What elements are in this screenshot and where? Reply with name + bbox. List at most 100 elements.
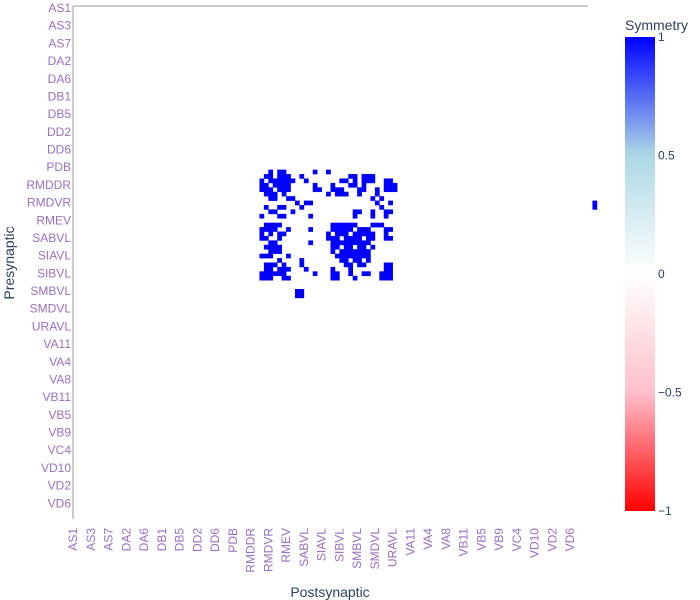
x-tick-label: DD2 [190, 528, 204, 552]
heatmap-cell [366, 174, 371, 179]
heatmap-cell [334, 240, 340, 246]
x-tick-label: DB5 [173, 528, 187, 552]
heatmap-cell [343, 231, 349, 237]
heatmap-cell [268, 227, 274, 232]
heatmap-cell [334, 253, 340, 259]
heatmap-cell [339, 253, 345, 259]
y-tick-label: VD10 [41, 461, 71, 475]
colorbar-ticks: 1 0.5 0 −0.5 −1 [658, 30, 682, 518]
y-tick-label: URAVL [32, 319, 71, 333]
heatmap-cell [388, 235, 393, 241]
heatmap-cell [343, 262, 349, 268]
heatmap-cell [290, 209, 296, 215]
y-tick-label: DA2 [48, 54, 72, 68]
heatmap-cell [277, 222, 282, 228]
heatmap-cell [272, 271, 278, 277]
heatmap-cell [348, 227, 353, 232]
heatmap-cell [281, 262, 287, 268]
heatmap-cell [388, 275, 393, 281]
heatmap-cell [326, 235, 331, 241]
heatmap-cell [370, 231, 376, 237]
heatmap-cell [259, 227, 265, 232]
heatmap-cell [330, 244, 336, 250]
heatmap-cell [334, 222, 340, 228]
heatmap-cell [361, 253, 367, 259]
heatmap-cell [286, 266, 291, 272]
heatmap-cell [348, 235, 353, 241]
heatmap-cell [334, 187, 340, 193]
heatmap-cell [352, 182, 358, 188]
heatmap-cell [308, 200, 314, 206]
heatmap-cell [308, 240, 314, 246]
heatmap-cell [348, 253, 353, 259]
heatmap-cell [339, 258, 345, 263]
heatmap-cell [379, 271, 385, 277]
y-tick-label: AS1 [48, 1, 71, 15]
heatmap-cell [268, 275, 274, 281]
heatmap-cell [374, 222, 380, 228]
heatmap-cell [294, 289, 300, 294]
heatmap-cell [277, 213, 282, 219]
heatmap-cell [357, 249, 362, 254]
heatmap-cell [308, 227, 314, 232]
heatmap-cell [277, 258, 282, 263]
heatmap-cell [334, 231, 340, 237]
heatmap-cell [277, 205, 282, 210]
heatmap-cell [286, 275, 291, 281]
x-tick-label: VB11 [457, 528, 471, 557]
heatmap-cell [286, 182, 291, 188]
heatmap-cell [370, 196, 376, 201]
heatmap-cell [343, 222, 349, 228]
heatmap-cell [281, 205, 287, 210]
x-tick-label: AS3 [84, 528, 98, 551]
y-tick-label: VA8 [49, 373, 71, 387]
heatmap-cell [294, 293, 300, 299]
y-tick-label: VD2 [48, 479, 72, 493]
heatmap-cell [352, 174, 358, 179]
heatmap-cell [392, 187, 398, 193]
heatmap-cell [348, 249, 353, 254]
x-tick-label: RMDVR [261, 528, 275, 572]
heatmap-cell [263, 271, 269, 277]
heatmap-cell [299, 174, 305, 179]
heatmap-cell [374, 191, 380, 197]
heatmap-cell [383, 235, 389, 241]
heatmap-cell [268, 262, 274, 268]
heatmap-cell [294, 200, 300, 206]
heatmap-cell [330, 240, 336, 246]
heatmap-cell [361, 271, 367, 277]
x-tick-label: SMBVL [350, 528, 364, 569]
heatmap-cell [388, 200, 393, 206]
heatmap-cell [366, 235, 371, 241]
y-tick-label: VB9 [48, 426, 71, 440]
x-tick-label: SABVL [297, 528, 311, 567]
heatmap-cell [343, 244, 349, 250]
heatmap-cell [343, 191, 349, 197]
heatmap-cell [259, 275, 265, 281]
heatmap-cell [366, 271, 371, 277]
x-tick-label: RMDDR [244, 528, 258, 573]
heatmap-cell [339, 249, 345, 254]
heatmap-cell [330, 222, 336, 228]
x-tick-label: DA6 [137, 528, 151, 552]
y-tick-label: VB11 [43, 390, 72, 404]
heatmap-cell [263, 205, 269, 210]
heatmap-cell [334, 191, 340, 197]
heatmap-cell [326, 191, 331, 197]
colorbar [625, 37, 655, 511]
heatmap-cell [343, 235, 349, 241]
heatmap-cell [370, 209, 376, 215]
heatmap-cell [277, 249, 282, 254]
heatmap-cell [366, 227, 371, 232]
heatmap-cell [272, 240, 278, 246]
heatmap-cell [361, 174, 367, 179]
x-axis-title: Postsynaptic [290, 584, 369, 600]
heatmap-cell [281, 169, 287, 175]
heatmap-cell [290, 178, 296, 184]
heatmap-cell [268, 240, 274, 246]
heatmap-cell [268, 178, 274, 184]
heatmap-cell [348, 266, 353, 272]
heatmap-cell [263, 222, 269, 228]
heatmap-cell [352, 258, 358, 263]
